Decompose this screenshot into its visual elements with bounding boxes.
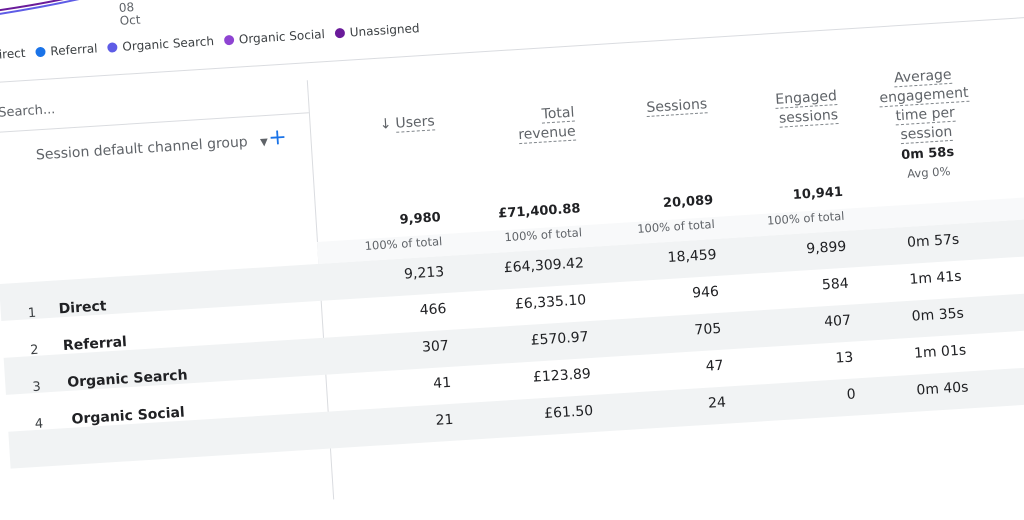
total-value: 10,941 — [792, 184, 844, 203]
legend-label: Organic Search — [121, 34, 215, 54]
cell: 466 — [419, 301, 447, 319]
cell: 1m 41s — [908, 268, 962, 288]
legend-label: Unassigned — [349, 21, 420, 40]
page: 08 Oct Direct Referral Organic Search Organ… — [0, 0, 1024, 500]
legend-item[interactable]: Direct — [0, 46, 26, 63]
column-title: Engaged sessions — [774, 88, 839, 128]
legend-label: Referral — [49, 41, 98, 59]
x-axis-label: 08 Oct — [118, 0, 141, 28]
add-dimension-button[interactable]: + — [267, 124, 288, 151]
legend-dot — [35, 46, 46, 58]
total-value: 0m 58s — [900, 144, 955, 164]
column-header[interactable]: Average engagement time per session — [872, 64, 977, 146]
cell: 41 — [432, 374, 452, 392]
cell: £123.89 — [532, 366, 592, 386]
legend-dot — [223, 34, 235, 46]
column-header[interactable]: Total revenue — [494, 104, 577, 147]
total-value: 20,089 — [662, 193, 714, 212]
cell: 1m 01s — [913, 342, 967, 362]
row-index: 3 — [32, 379, 42, 396]
column-header[interactable]: Sessions — [627, 95, 708, 119]
legend-label: Organic Social — [238, 27, 326, 47]
legend-dot — [334, 27, 346, 39]
cell: £6,335.10 — [514, 292, 587, 313]
chart-lines — [0, 0, 117, 18]
dropdown-icon: ▼ — [259, 136, 269, 149]
sort-icon: ↓ — [379, 116, 393, 133]
legend-label: Direct — [0, 45, 26, 63]
row-label[interactable]: Direct — [58, 298, 107, 318]
column-title: Sessions — [646, 96, 708, 118]
cell: 584 — [821, 275, 850, 294]
total-note: Avg 0% — [906, 164, 951, 181]
legend-item[interactable]: Organic Search — [107, 34, 214, 55]
legend-item[interactable]: Organic Social — [223, 27, 326, 47]
column-title: Total revenue — [517, 104, 577, 145]
dimension-label: Session default channel group — [35, 134, 249, 164]
cell: 47 — [705, 357, 725, 375]
legend-dot — [107, 42, 118, 53]
total-value: 9,980 — [399, 210, 442, 228]
row-index: 4 — [34, 416, 44, 433]
legend-item[interactable]: Referral — [35, 41, 98, 59]
legend: Direct Referral Organic Search Organic Soci… — [0, 21, 420, 63]
dimension-header[interactable]: Session default channel group ▼ — [35, 133, 269, 164]
column-title: Average engagement time per session — [879, 66, 969, 145]
column-header[interactable]: ↓ Users — [344, 112, 436, 137]
column-title: Users — [394, 113, 436, 133]
search-box[interactable]: Search... — [0, 102, 56, 121]
row-index: 1 — [27, 305, 37, 322]
cell: 946 — [691, 283, 720, 302]
row-index: 2 — [29, 342, 39, 359]
column-header[interactable]: Engaged sessions — [746, 87, 839, 131]
column-header[interactable]: se — [988, 74, 1024, 97]
legend-item[interactable]: Unassigned — [334, 21, 420, 40]
total-value: £71,400.88 — [497, 201, 581, 222]
x-axis-month: Oct — [119, 12, 141, 28]
cell: 13 — [835, 349, 854, 367]
